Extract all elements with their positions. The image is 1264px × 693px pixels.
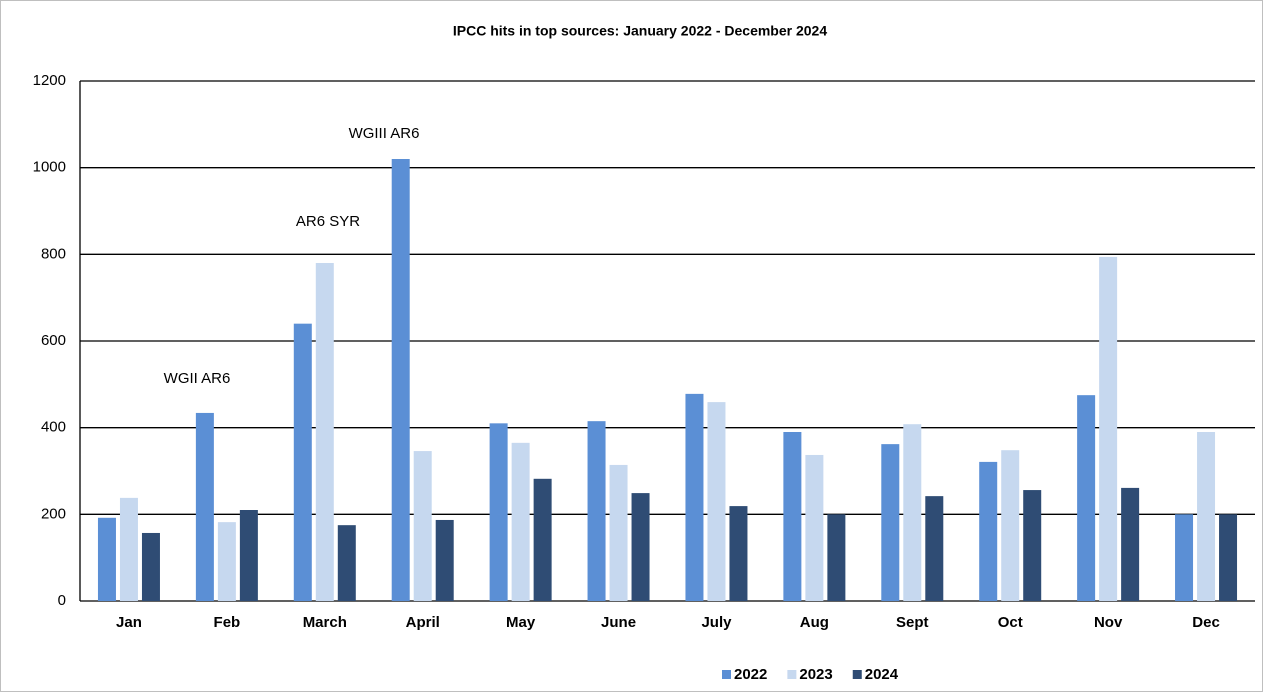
x-tick-label: March <box>303 614 347 631</box>
legend-swatch <box>852 670 862 679</box>
bar <box>685 393 704 601</box>
bar <box>805 454 824 601</box>
bar <box>631 493 650 601</box>
bar <box>729 506 748 601</box>
bar <box>1077 395 1096 601</box>
bar <box>587 421 606 601</box>
bar <box>119 497 138 601</box>
x-tick-label: Jan <box>116 614 142 631</box>
y-tick-label: 1000 <box>33 159 66 176</box>
bar <box>391 159 410 601</box>
y-tick-label: 1200 <box>33 72 66 89</box>
bar <box>141 532 160 601</box>
bar <box>1219 514 1238 601</box>
x-tick-label: June <box>601 614 636 631</box>
bar <box>1099 256 1118 601</box>
bar <box>1197 432 1216 601</box>
legend-label: 2023 <box>799 666 832 683</box>
legend-label: 2024 <box>865 666 899 683</box>
bar <box>1121 487 1140 601</box>
bar <box>1175 514 1194 601</box>
y-tick-label: 200 <box>41 505 66 522</box>
x-tick-label: July <box>701 614 732 631</box>
annotation: WGIII AR6 <box>349 125 420 142</box>
x-tick-label: Oct <box>998 614 1023 631</box>
legend-label: 2022 <box>734 666 767 683</box>
y-tick-label: 600 <box>41 332 66 349</box>
bar <box>511 442 530 601</box>
bar <box>609 464 628 601</box>
x-tick-label: Aug <box>800 614 829 631</box>
x-tick-label: Feb <box>214 614 241 631</box>
annotation: AR6 SYR <box>296 213 360 230</box>
bar <box>881 444 900 601</box>
annotation: WGII AR6 <box>164 370 231 387</box>
bar <box>707 402 726 601</box>
bar <box>315 263 334 601</box>
bar <box>1001 450 1020 601</box>
x-tick-label: Sept <box>896 614 929 631</box>
legend-swatch <box>787 670 797 679</box>
bar <box>195 412 214 601</box>
x-tick-label: Dec <box>1192 614 1220 631</box>
bar <box>903 424 922 601</box>
bar <box>217 522 236 601</box>
chart-title: IPCC hits in top sources: January 2022 -… <box>453 23 827 39</box>
y-tick-label: 400 <box>41 419 66 436</box>
bar <box>413 451 432 601</box>
bar <box>435 519 454 601</box>
x-tick-label: April <box>406 614 440 631</box>
bar <box>337 525 356 601</box>
bar <box>293 323 312 601</box>
bar <box>827 514 846 601</box>
bar <box>1023 490 1042 601</box>
bar <box>925 496 944 601</box>
x-tick-label: May <box>506 614 536 631</box>
y-tick-label: 800 <box>41 245 66 262</box>
bar <box>239 510 258 601</box>
bar <box>979 461 998 601</box>
bar <box>97 517 116 601</box>
bar <box>783 432 802 601</box>
bar <box>489 423 508 601</box>
legend-swatch <box>722 670 731 679</box>
bar <box>533 478 552 601</box>
y-tick-label: 0 <box>58 592 66 609</box>
x-tick-label: Nov <box>1094 614 1123 631</box>
